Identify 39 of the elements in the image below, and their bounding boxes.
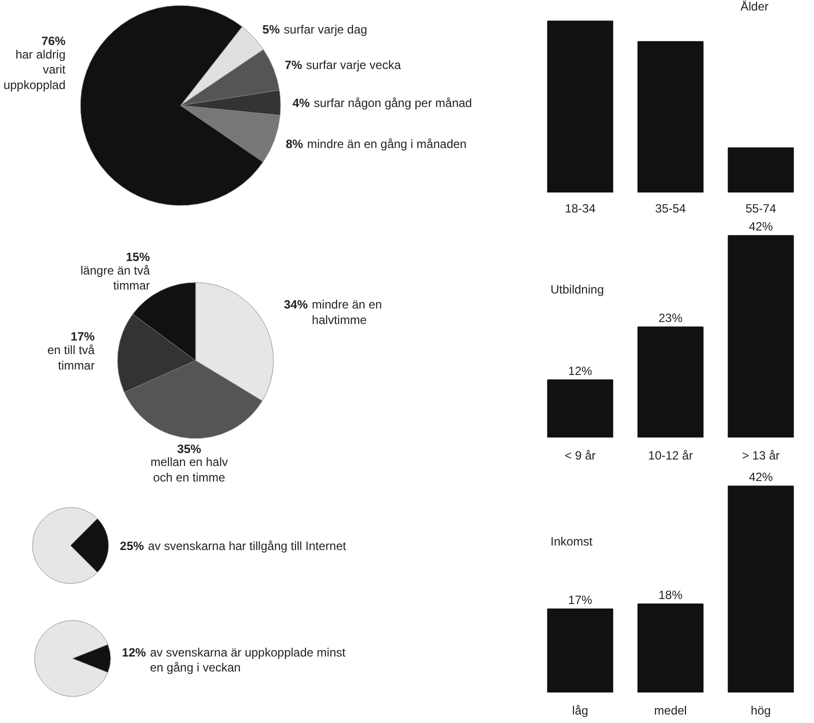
slice-label: av svenskarna är uppkopplade minst en gång i veckan bbox=[150, 645, 346, 675]
text: Inkomst bbox=[550, 534, 594, 548]
data-label: 17% bbox=[568, 592, 593, 607]
data-label: 15% bbox=[126, 250, 150, 264]
data-label: 23% bbox=[658, 310, 683, 325]
slice-label: har aldrig varit uppkopplad bbox=[3, 47, 66, 92]
x-tick-label: < 9 år bbox=[564, 448, 596, 462]
data-label: 42% bbox=[748, 470, 774, 484]
data-label: 4% bbox=[292, 96, 310, 110]
text: Utbildning bbox=[550, 282, 604, 296]
data-label: 34% bbox=[284, 298, 308, 312]
data-label: 12% bbox=[122, 645, 146, 660]
x-tick-label: 35-54 bbox=[655, 202, 686, 216]
data-label: 35% bbox=[177, 442, 202, 456]
x-tick-label: hög bbox=[750, 704, 771, 718]
data-label: 5% bbox=[262, 22, 280, 37]
data-label: 76% bbox=[41, 34, 66, 48]
slice-label: en till två timmar bbox=[47, 342, 96, 372]
slice-label: mellan en halv och en timme bbox=[150, 455, 228, 485]
slice-label: mindre än en gång i månaden bbox=[307, 137, 467, 152]
data-label: 8% bbox=[286, 137, 304, 152]
x-tick-label: låg bbox=[572, 704, 588, 718]
slice-label: mindre än en halvtimme bbox=[312, 298, 382, 327]
x-tick-label: 10-12 år bbox=[648, 448, 693, 462]
x-tick-label: 55-74 bbox=[745, 202, 776, 216]
data-label: 18% bbox=[658, 588, 683, 602]
data-label: 17% bbox=[70, 330, 96, 344]
data-label: 42% bbox=[748, 220, 774, 234]
slice-label: surfar varje vecka bbox=[306, 58, 402, 72]
data-label: 25% bbox=[120, 538, 144, 553]
slice-label: längre än två timmar bbox=[80, 263, 150, 293]
data-label: 7% bbox=[284, 58, 302, 72]
x-tick-label: > 13 år bbox=[742, 448, 780, 462]
slice-label: av svenskarna har tillgång till Internet bbox=[148, 538, 347, 553]
x-tick-label: 18-34 bbox=[564, 202, 596, 216]
data-label: 12% bbox=[568, 364, 593, 378]
slice-label: surfar någon gång per månad bbox=[314, 96, 472, 110]
x-tick-label: medel bbox=[654, 704, 687, 718]
slice-label: surfar varje dag bbox=[284, 22, 368, 37]
